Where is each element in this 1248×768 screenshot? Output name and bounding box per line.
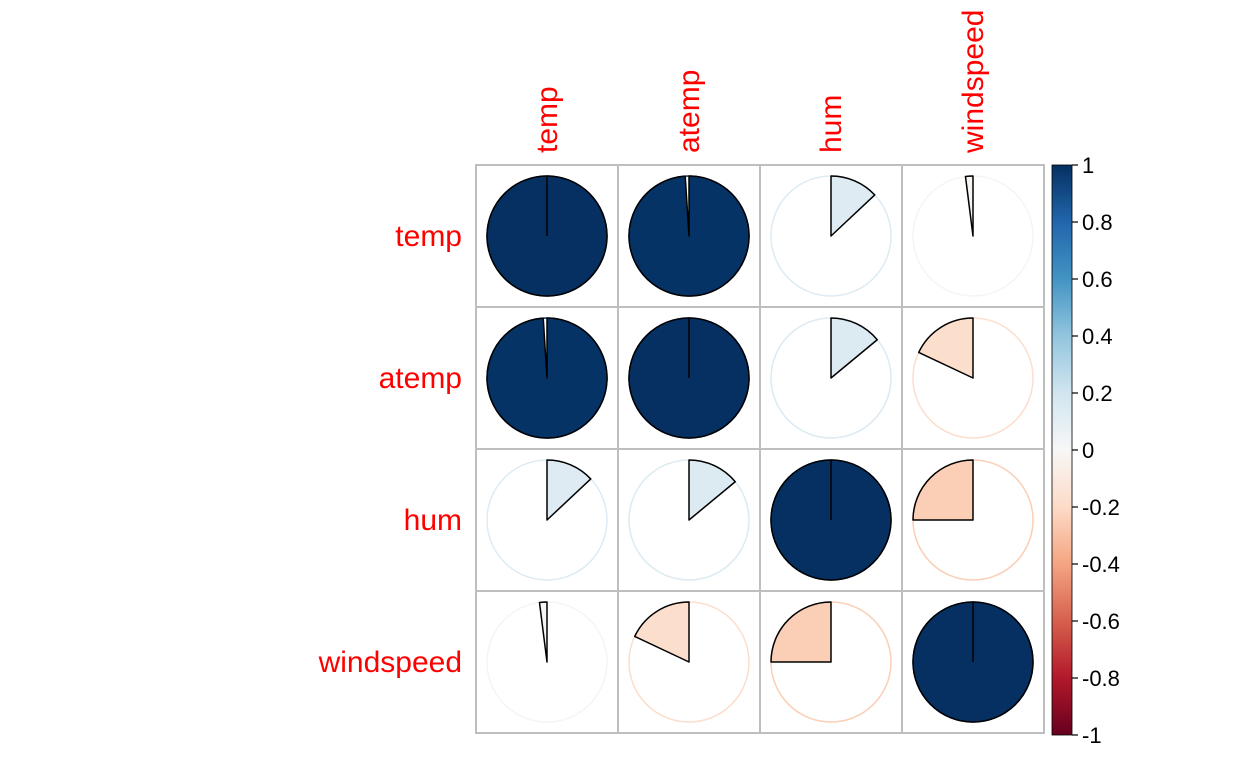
column-label-hum: hum: [815, 95, 848, 153]
cell-temp-atemp: [617, 164, 761, 308]
cell-windspeed-atemp: [617, 590, 761, 734]
row-labels: temp atemp hum windspeed: [318, 220, 462, 679]
cell-windspeed-temp: [475, 590, 619, 734]
pie-slice: [688, 459, 736, 521]
colorbar: 1 0.8 0.6 0.4 0.2 0 -0.2 -0.4 -0.6 -0.8 -1: [1051, 153, 1120, 748]
correlation-cells: [475, 164, 1045, 734]
cell-temp-hum: [759, 164, 903, 308]
cell-temp-windspeed: [901, 164, 1045, 308]
pie-slice: [546, 459, 592, 521]
colorbar-tick-label: -0.4: [1082, 552, 1120, 577]
cell-hum-temp: [475, 448, 619, 592]
colorbar-tick-label: -1: [1082, 723, 1102, 748]
colorbar-gradient: [1051, 164, 1073, 736]
cell-atemp-windspeed: [901, 306, 1045, 450]
cell-atemp-hum: [759, 306, 903, 450]
row-label-windspeed: windspeed: [318, 646, 462, 679]
column-labels: temp atemp hum windspeed: [531, 10, 990, 154]
colorbar-tick-label: -0.8: [1082, 666, 1120, 691]
column-label-temp: temp: [531, 86, 564, 153]
cell-hum-atemp: [617, 448, 761, 592]
cell-hum-windspeed: [901, 448, 1045, 592]
colorbar-tick-label: -0.6: [1082, 609, 1120, 634]
colorbar-tick-label: -0.2: [1082, 495, 1120, 520]
pie-slice: [912, 459, 974, 521]
cell-atemp-temp: [475, 306, 619, 450]
pie-slice: [628, 175, 750, 297]
pie-slice: [538, 601, 548, 663]
colorbar-tick-label: 0.8: [1082, 210, 1113, 235]
colorbar-tick-label: 0.2: [1082, 381, 1113, 406]
pie-slice: [486, 317, 608, 439]
row-label-atemp: atemp: [379, 362, 462, 395]
cell-windspeed-hum: [759, 590, 903, 734]
cell-temp-temp: [475, 164, 619, 308]
row-label-hum: hum: [404, 504, 462, 537]
colorbar-tick-label: 0.6: [1082, 267, 1113, 292]
column-label-atemp: atemp: [673, 70, 706, 153]
column-label-windspeed: windspeed: [957, 10, 990, 154]
pie-slice: [830, 175, 876, 237]
pie-slice: [770, 601, 832, 663]
row-label-temp: temp: [395, 220, 462, 253]
pie-slice: [830, 317, 878, 379]
pie-slice: [633, 601, 690, 663]
cell-windspeed-windspeed: [901, 590, 1045, 734]
pie-slice: [917, 317, 974, 379]
colorbar-tick-label: 1: [1082, 153, 1094, 178]
pie-slice: [964, 175, 974, 237]
cell-atemp-atemp: [617, 306, 761, 450]
colorbar-tick-label: 0.4: [1082, 324, 1113, 349]
colorbar-tick-label: 0: [1082, 438, 1094, 463]
cell-hum-hum: [759, 448, 903, 592]
